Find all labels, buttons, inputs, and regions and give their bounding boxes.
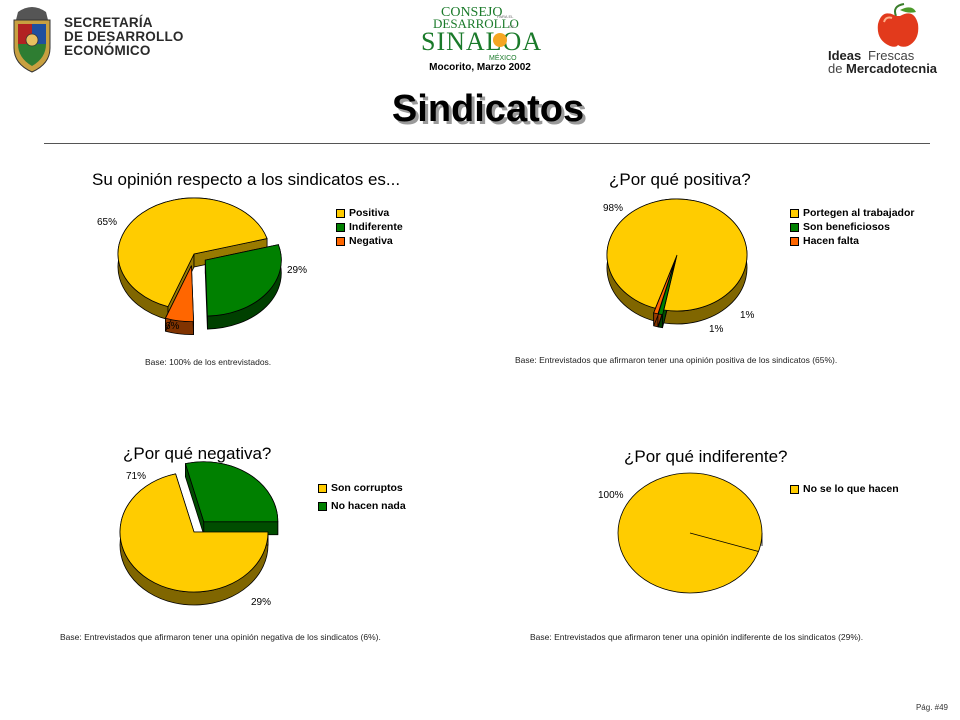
legend-swatch-yellow [318, 483, 327, 493]
coat-of-arms-icon [13, 7, 51, 73]
legend-item: Portegen al trabajador [790, 206, 914, 220]
legend-label: Positiva [349, 207, 390, 219]
pie-slice-0 [119, 473, 269, 593]
chart-2-title: ¿Por qué positiva? [609, 170, 751, 189]
chart-3-title: ¿Por qué negativa? [123, 444, 272, 463]
consejo-sinaloa-logo: CONSEJO PARA EL DESARROLLO DE SINALOA MÉ… [405, 2, 555, 74]
secretaria-text: SECRETARÍA DE DESARROLLO ECONÓMICO [64, 16, 184, 58]
desarrollo-text: DESARROLLO [433, 16, 519, 31]
legend-swatch-green [318, 501, 327, 511]
mexico-text: MÉXICO [489, 53, 517, 62]
logo-line-2: DE DESARROLLO [64, 29, 184, 44]
legend-item: No se lo que hacen [790, 482, 899, 496]
legend-swatch-orange [336, 236, 345, 246]
legend-item: No hacen nada [318, 497, 406, 515]
chart-2-label-beneficiosos: 1% [740, 310, 755, 321]
legend-label: Negativa [349, 235, 393, 247]
frescas-text: Frescas [868, 48, 915, 63]
ideas-frescas-logo: Ideas Frescas de Mercadotecnia [820, 2, 960, 76]
chart-4-legend: No se lo que hacen [790, 482, 899, 496]
chart-3-legend: Son corruptos No hacen nada [318, 479, 406, 515]
legend-swatch-green [336, 222, 345, 232]
chart-2-base-note: Base: Entrevistados que afirmaron tener … [515, 355, 838, 365]
para-el-text: PARA EL [497, 14, 514, 19]
sinaloa-text: SINALOA [421, 27, 542, 56]
chart-4-title: ¿Por qué indiferente? [624, 447, 788, 466]
chart-1-title: Su opinión respecto a los sindicatos es.… [92, 170, 401, 189]
pie-slice-2 [653, 259, 676, 315]
legend-swatch-orange [790, 236, 799, 246]
legend-swatch-yellow [790, 208, 799, 218]
sun-icon [493, 33, 507, 47]
chart-4-base-note: Base: Entrevistados que afirmaron tener … [530, 632, 864, 642]
de-logo-text: de [828, 61, 842, 76]
chart-1-legend: Positiva Indiferente Negativa [336, 206, 403, 248]
chart-3-label-corruptos: 71% [126, 471, 147, 482]
page-number: Pág. #49 [915, 703, 948, 712]
apple-icon [877, 3, 919, 47]
chart-3-label-nada: 29% [251, 597, 272, 608]
legend-label: Hacen falta [803, 235, 860, 247]
secretaria-desarrollo-logo: SECRETARÍA DE DESARROLLO ECONÓMICO [8, 2, 198, 76]
legend-swatch-yellow [336, 208, 345, 218]
chart-2-legend: Portegen al trabajador Son beneficiosos … [790, 206, 914, 248]
pie-seam-line [689, 532, 759, 552]
legend-item: Son corruptos [318, 479, 406, 497]
chart-1-label-indiferente: 29% [287, 265, 308, 276]
legend-item: Hacen falta [790, 234, 914, 248]
logo-line-3: ECONÓMICO [64, 43, 151, 58]
legend-label: Son corruptos [331, 482, 403, 494]
pie-chart-4 [617, 472, 763, 594]
de-text: DE [509, 24, 515, 29]
pie-slice-0 [606, 198, 748, 312]
legend-label: Son beneficiosos [803, 221, 890, 233]
chart-1-base-note: Base: 100% de los entrevistados. [145, 357, 272, 367]
consejo-text: CONSEJO [441, 5, 502, 20]
location-date: Mocorito, Marzo 2002 [429, 62, 531, 73]
pie-slice-1 [204, 244, 282, 317]
chart-2-label-hacen-falta: 1% [709, 324, 724, 335]
chart-3-base-note: Base: Entrevistados que afirmaron tener … [60, 632, 381, 642]
legend-label: Portegen al trabajador [803, 207, 915, 219]
legend-item: Indiferente [336, 220, 403, 234]
legend-label: No hacen nada [331, 500, 406, 512]
legend-label: No se lo que hacen [803, 483, 899, 495]
pie-chart-2 [606, 198, 748, 329]
legend-item: Son beneficiosos [790, 220, 914, 234]
ideas-text: Ideas [828, 48, 861, 63]
mercadotecnia-text: Mercadotecnia [846, 61, 938, 76]
chart-4-label-no-se: 100% [598, 490, 624, 501]
pie-slice-0 [117, 197, 268, 308]
page-title: Sindicatos [391, 88, 585, 130]
pie-slice-1 [184, 461, 279, 523]
legend-item: Positiva [336, 206, 403, 220]
title-divider [44, 143, 930, 144]
logo-line-1: SECRETARÍA [64, 15, 153, 30]
legend-label: Indiferente [349, 221, 403, 233]
legend-item: Negativa [336, 234, 403, 248]
pie-chart-1 [117, 197, 282, 336]
chart-1-label-positiva: 65% [97, 217, 118, 228]
legend-swatch-yellow [790, 484, 799, 494]
chart-2-label-protegen: 98% [603, 203, 624, 214]
legend-swatch-green [790, 222, 799, 232]
pie-chart-3 [119, 461, 279, 606]
chart-1-label-negativa: 6% [165, 321, 180, 332]
pie-slice-2 [164, 265, 194, 323]
